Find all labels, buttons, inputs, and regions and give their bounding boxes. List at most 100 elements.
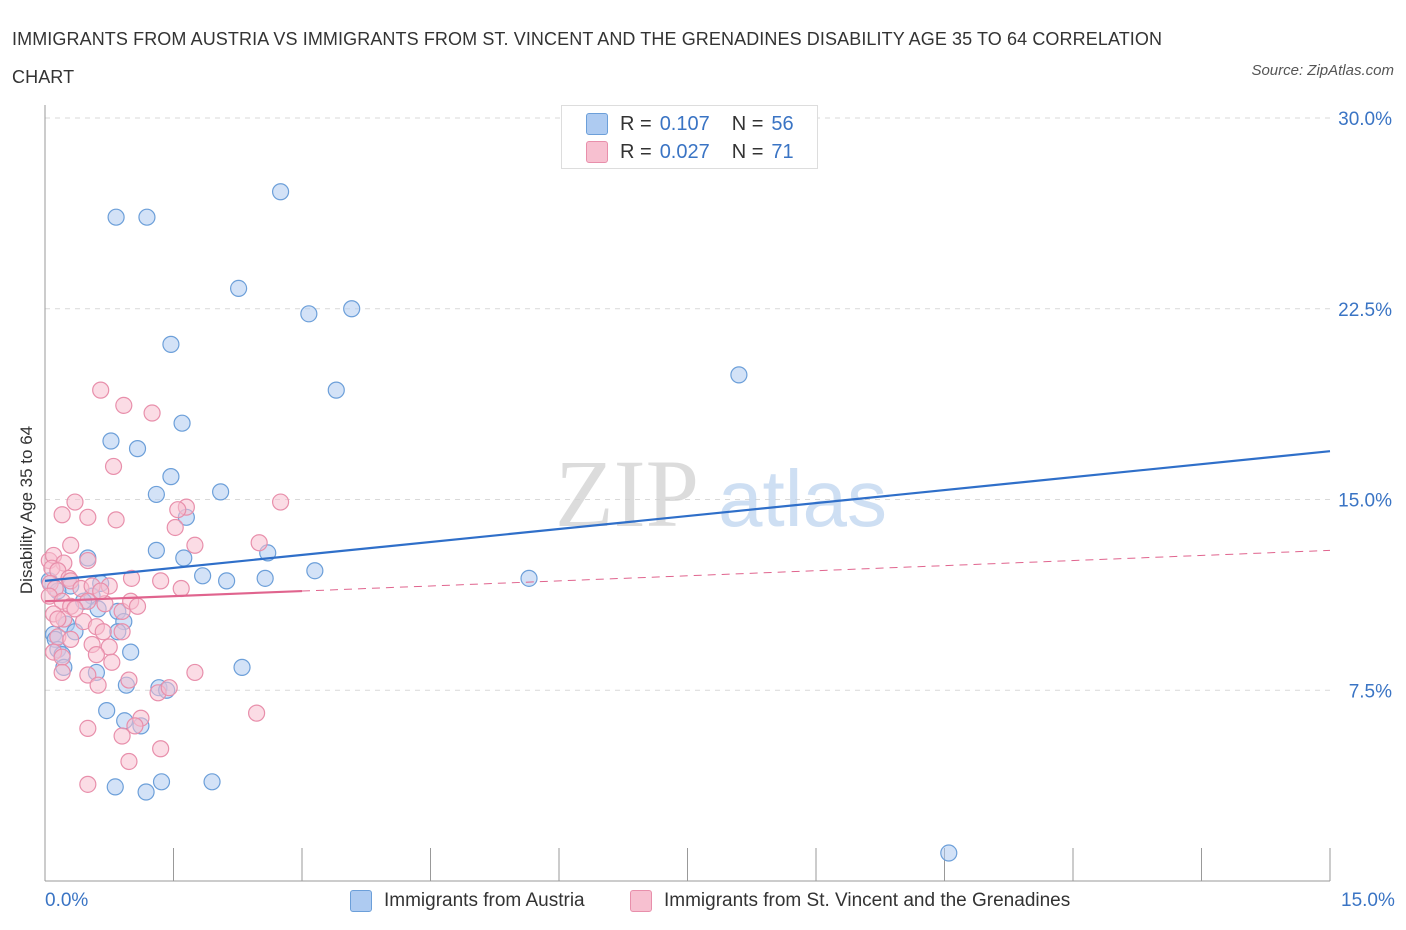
legend-r-value-austria: 0.107 xyxy=(659,112,710,135)
svg-point xyxy=(79,666,97,684)
austria-point xyxy=(233,658,251,676)
legend-n-value-svg: 71 xyxy=(771,140,794,163)
austria-point xyxy=(271,183,290,201)
svg-point xyxy=(152,740,170,758)
svg-point xyxy=(79,551,97,570)
austria-point xyxy=(138,208,156,226)
svg-point xyxy=(143,404,161,422)
austria-point xyxy=(173,414,191,432)
svg-point xyxy=(113,727,131,745)
austria-point xyxy=(218,572,236,590)
svg-point xyxy=(49,610,67,628)
correlation-legend: R = 0.107 N = 56 R = 0.027 N = 71 xyxy=(561,105,818,169)
austria-point xyxy=(107,208,125,226)
austria-point xyxy=(147,485,165,504)
austria-point xyxy=(940,844,958,862)
austria-point xyxy=(152,773,171,791)
austria-point xyxy=(106,778,124,796)
svg-trend-line-solid xyxy=(44,589,303,603)
watermark: ZIP atlas xyxy=(555,440,887,547)
austria-point xyxy=(162,335,180,353)
x-tick-label-min: 0.0% xyxy=(45,890,89,911)
y-axis-label: Disability Age 35 to 64 xyxy=(17,425,36,595)
svg-point xyxy=(271,493,290,511)
svg-point xyxy=(62,630,80,648)
svg-point xyxy=(53,648,71,666)
svg-point xyxy=(186,536,204,554)
austria-point xyxy=(137,783,155,801)
austria-point xyxy=(128,440,147,458)
series-legend-swatch-austria xyxy=(350,890,372,912)
svg-point xyxy=(79,775,97,793)
series-legend-label-austria: Immigrants from Austria xyxy=(384,890,585,911)
austria-point xyxy=(162,468,180,486)
svg-point xyxy=(107,511,125,529)
austria-point xyxy=(300,305,318,323)
watermark-zip: ZIP xyxy=(555,440,699,547)
svg-point xyxy=(126,717,144,735)
svg-point xyxy=(87,646,106,664)
svg-point xyxy=(120,671,138,689)
svg-point xyxy=(79,592,97,610)
austria-point xyxy=(175,549,193,567)
source-label: Source: ZipAtlas.com xyxy=(1251,62,1394,79)
austria-point xyxy=(306,562,324,580)
legend-row-svg: R = 0.027 N = 71 xyxy=(586,139,794,165)
gridlines xyxy=(45,117,1330,691)
svg-point xyxy=(79,508,97,526)
series-legend-austria: Immigrants from Austria xyxy=(350,890,585,912)
trend-lines xyxy=(44,450,1331,603)
legend-r-label: R = xyxy=(620,112,652,135)
legend-swatch-austria xyxy=(586,113,608,135)
y-tick-label: 7.5% xyxy=(1349,681,1392,702)
x-tick-label-max: 15.0% xyxy=(1341,890,1395,911)
austria-point xyxy=(230,279,248,298)
series-legend: Immigrants from Austria Immigrants from … xyxy=(0,890,1406,916)
austria-point xyxy=(102,432,120,450)
svg-point xyxy=(152,572,170,590)
austria-point xyxy=(520,569,538,587)
austria-point xyxy=(147,541,165,559)
svg-point xyxy=(122,569,141,587)
austria-point xyxy=(343,300,361,318)
y-tick-label: 30.0% xyxy=(1338,109,1392,130)
svg-point xyxy=(92,381,110,399)
svg-point xyxy=(53,663,71,682)
svg-point xyxy=(92,582,110,600)
svg-point xyxy=(166,518,184,537)
svg-point xyxy=(113,623,131,641)
y-tick-labels: 7.5% 15.0% 22.5% 30.0% xyxy=(1338,109,1392,702)
series-legend-svg: Immigrants from St. Vincent and the Gren… xyxy=(630,890,1070,912)
austria-point xyxy=(256,569,274,587)
svg-point xyxy=(104,457,123,476)
svg-point xyxy=(115,396,133,414)
svg-point xyxy=(169,501,187,519)
svg-point xyxy=(172,579,190,598)
svg-point xyxy=(120,752,138,771)
austria-point xyxy=(203,773,221,791)
svg-point xyxy=(62,536,80,554)
series-svg-points xyxy=(40,381,290,793)
legend-n-value-austria: 56 xyxy=(771,112,794,135)
legend-n-label: N = xyxy=(731,140,764,163)
legend-n-label: N = xyxy=(731,112,764,135)
austria-trend-line xyxy=(44,450,1331,582)
legend-row-austria: R = 0.107 N = 56 xyxy=(586,111,794,137)
austria-point xyxy=(212,483,230,501)
austria-point xyxy=(98,701,116,720)
series-legend-swatch-svg xyxy=(630,890,652,912)
y-tick-label: 15.0% xyxy=(1338,491,1392,512)
svg-point xyxy=(79,719,97,738)
svg-point xyxy=(247,704,266,722)
legend-r-label: R = xyxy=(620,140,652,163)
svg-point xyxy=(89,676,107,694)
svg-point xyxy=(103,653,121,671)
legend-r-value-svg: 0.027 xyxy=(659,140,710,163)
legend-swatch-svg xyxy=(586,141,608,163)
austria-point xyxy=(327,381,345,399)
svg-point xyxy=(66,600,84,618)
axes xyxy=(44,105,1331,882)
svg-point xyxy=(160,679,178,697)
chart-title: IMMIGRANTS FROM AUSTRIA VS IMMIGRANTS FR… xyxy=(12,29,1163,87)
